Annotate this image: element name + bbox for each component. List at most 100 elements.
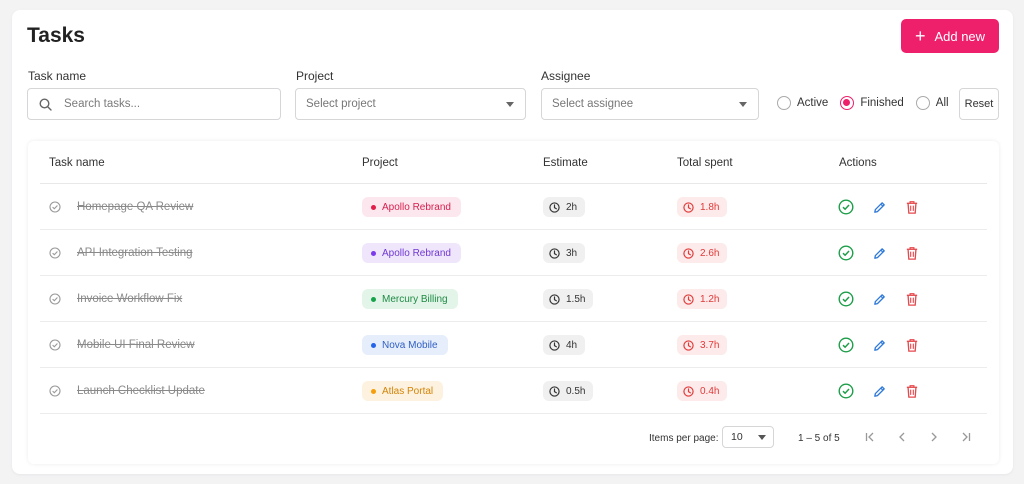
clock-icon xyxy=(683,201,694,213)
task-name: Homepage QA Review xyxy=(77,201,194,213)
total-spent-cell: 1.2h xyxy=(677,276,728,322)
task-name: API Integration Testing xyxy=(77,247,193,259)
radio-label: Active xyxy=(797,97,829,109)
project-dot-icon xyxy=(371,296,376,302)
clock-icon xyxy=(683,293,694,305)
first-page-icon[interactable] xyxy=(860,427,879,446)
pencil-icon[interactable] xyxy=(872,200,887,215)
chevron-down-icon xyxy=(739,101,747,107)
trash-icon[interactable] xyxy=(905,338,919,353)
actions-cell xyxy=(838,322,919,368)
total-spent-badge: 1.8h xyxy=(677,197,728,217)
clock-icon xyxy=(549,201,560,213)
check-circle-icon xyxy=(49,339,61,351)
project-dot-icon xyxy=(371,342,376,348)
project-cell: Atlas Portal xyxy=(362,368,444,414)
next-page-icon[interactable] xyxy=(924,427,943,446)
task-name: Launch Checklist Update xyxy=(77,385,205,397)
status-radio-active[interactable]: Active xyxy=(777,96,828,110)
radio-circle[interactable] xyxy=(840,96,855,110)
project-badge-label: Apollo Rebrand xyxy=(382,247,451,259)
total-spent-value: 0.4h xyxy=(700,385,720,397)
table-row: Homepage QA Review Apollo Rebrand 2h 1.8… xyxy=(40,184,987,230)
total-spent-cell: 0.4h xyxy=(677,368,728,414)
assignee-select[interactable]: Select assignee xyxy=(541,88,759,120)
pagination-controls xyxy=(860,427,975,446)
trash-icon[interactable] xyxy=(905,246,919,261)
trash-icon[interactable] xyxy=(905,292,919,307)
chevron-down-icon xyxy=(506,101,514,107)
column-header-task-name: Task name xyxy=(49,157,105,169)
total-spent-badge: 1.2h xyxy=(677,289,728,309)
trash-icon[interactable] xyxy=(905,384,919,399)
search-input[interactable] xyxy=(64,98,280,110)
task-name-filter-label: Task name xyxy=(28,69,87,83)
project-badge: Atlas Portal xyxy=(362,381,444,401)
total-spent-value: 3.7h xyxy=(700,339,720,351)
tasks-card: Tasks + Add new Task name Project Select… xyxy=(12,10,1013,474)
clock-icon xyxy=(683,385,694,397)
radio-label: All xyxy=(935,97,949,109)
pencil-icon[interactable] xyxy=(872,292,887,307)
complete-check-icon[interactable] xyxy=(838,337,854,353)
tasks-table: Task name Project Estimate Total spent A… xyxy=(28,141,999,464)
complete-check-icon[interactable] xyxy=(838,383,854,399)
last-page-icon[interactable] xyxy=(956,427,975,446)
column-header-total-spent: Total spent xyxy=(677,157,733,169)
project-badge-label: Nova Mobile xyxy=(382,339,438,351)
search-icon xyxy=(39,97,52,111)
items-per-page-value: 10 xyxy=(731,431,743,443)
clock-icon xyxy=(683,247,694,259)
total-spent-badge: 0.4h xyxy=(677,381,728,401)
status-radio-finished[interactable]: Finished xyxy=(840,96,904,110)
total-spent-value: 1.2h xyxy=(700,293,720,305)
total-spent-cell: 2.6h xyxy=(677,230,728,276)
project-badge-label: Atlas Portal xyxy=(382,385,434,397)
items-per-page-select[interactable]: 10 xyxy=(722,426,774,448)
previous-page-icon[interactable] xyxy=(892,427,911,446)
status-radio-all[interactable]: All xyxy=(915,96,949,110)
task-name-cell: Homepage QA Review xyxy=(40,184,193,230)
pencil-icon[interactable] xyxy=(872,384,887,399)
project-select[interactable]: Select project xyxy=(295,88,526,120)
estimate-cell: 4h xyxy=(543,322,586,368)
radio-circle[interactable] xyxy=(915,96,930,110)
project-badge: Mercury Billing xyxy=(362,289,458,309)
estimate-value: 4h xyxy=(566,339,578,351)
complete-check-icon[interactable] xyxy=(838,245,854,261)
task-name-cell: Mobile UI Final Review xyxy=(40,322,195,368)
complete-check-icon[interactable] xyxy=(838,291,854,307)
table-row: API Integration Testing Apollo Rebrand 3… xyxy=(40,230,987,276)
project-badge: Apollo Rebrand xyxy=(362,243,461,263)
total-spent-cell: 3.7h xyxy=(677,322,728,368)
assignee-select-value: Select assignee xyxy=(552,98,634,110)
task-name-cell: Invoice Workflow Fix xyxy=(40,276,182,322)
table-row: Invoice Workflow Fix Mercury Billing 1.5… xyxy=(40,276,987,322)
radio-circle[interactable] xyxy=(777,96,791,110)
project-badge: Apollo Rebrand xyxy=(362,197,461,217)
reset-button[interactable]: Reset xyxy=(959,88,999,120)
add-new-button[interactable]: + Add new xyxy=(901,19,999,53)
task-name-cell: API Integration Testing xyxy=(40,230,193,276)
estimate-cell: 1.5h xyxy=(543,276,594,322)
project-dot-icon xyxy=(371,250,376,256)
chevron-down-icon xyxy=(758,434,766,440)
complete-check-icon[interactable] xyxy=(838,199,854,215)
assignee-filter-label: Assignee xyxy=(541,69,591,83)
clock-icon xyxy=(549,385,560,397)
check-circle-icon xyxy=(49,385,61,397)
pagination-range: 1 – 5 of 5 xyxy=(798,433,840,444)
pencil-icon[interactable] xyxy=(872,246,887,261)
column-header-actions: Actions xyxy=(839,157,877,169)
total-spent-badge: 2.6h xyxy=(677,243,728,263)
project-cell: Apollo Rebrand xyxy=(362,230,461,276)
project-dot-icon xyxy=(371,204,376,210)
estimate-cell: 0.5h xyxy=(543,368,594,414)
search-field[interactable] xyxy=(27,88,281,120)
check-circle-icon xyxy=(49,247,61,259)
estimate-value: 0.5h xyxy=(566,385,586,397)
actions-cell xyxy=(838,230,919,276)
pencil-icon[interactable] xyxy=(872,338,887,353)
project-badge-label: Apollo Rebrand xyxy=(382,201,451,213)
trash-icon[interactable] xyxy=(905,200,919,215)
